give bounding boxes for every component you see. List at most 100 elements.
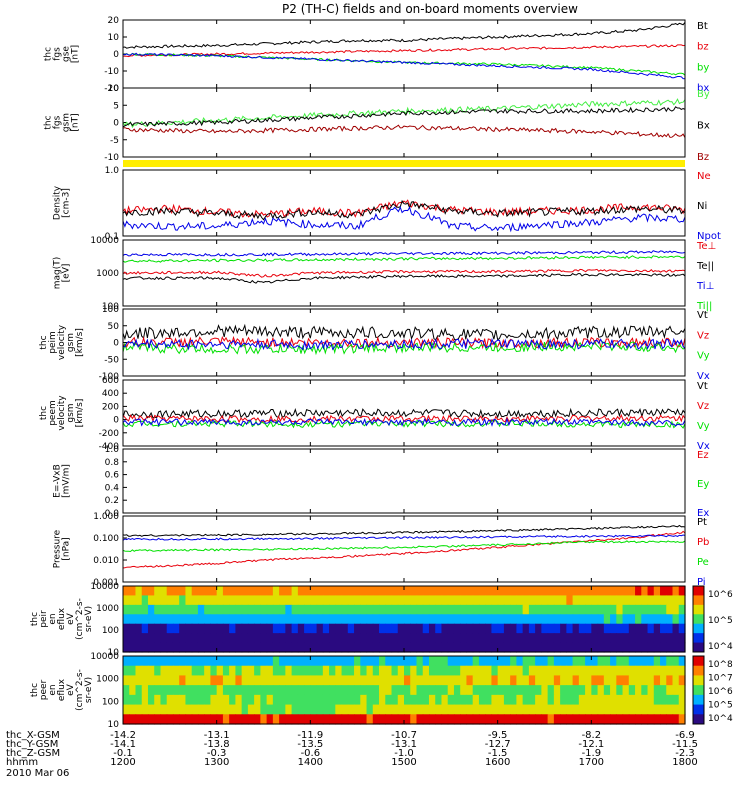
spectrogram-cell xyxy=(566,633,574,644)
spectrogram-cell xyxy=(622,704,630,715)
spectrogram-cell xyxy=(560,614,567,625)
spectrogram-cell xyxy=(428,623,436,634)
spectrogram-cell xyxy=(478,675,486,686)
spectrogram-cell xyxy=(229,623,236,634)
spectrogram-cell xyxy=(541,675,549,686)
spectrogram-cell xyxy=(497,623,505,634)
spectrogram-cell xyxy=(291,675,299,686)
spectrogram-cell xyxy=(466,633,474,644)
legend-Pt: Pt xyxy=(697,517,707,528)
spectrogram-cell xyxy=(235,595,243,606)
spectrogram-cell xyxy=(216,633,224,644)
spectrogram-cell xyxy=(591,604,599,615)
spectrogram-cell xyxy=(560,656,567,667)
spectrogram-cell xyxy=(572,694,580,706)
ylabel-line: thc xyxy=(30,612,40,626)
spectrogram-cell xyxy=(422,595,430,606)
spectrogram-cell xyxy=(391,614,399,625)
spectrogram-cell xyxy=(404,685,411,696)
spectrogram-cell xyxy=(535,675,542,686)
spectrogram-cell xyxy=(329,714,336,725)
spectrogram-cell xyxy=(460,675,468,686)
spectrogram-cell xyxy=(466,675,474,686)
spectrogram-cell xyxy=(254,656,261,667)
spectrogram-cell xyxy=(666,675,674,686)
legend-bz: bz xyxy=(697,42,709,53)
spectrogram-cell xyxy=(235,694,243,706)
spectrogram-cell xyxy=(560,604,567,615)
panel-pressure: Pressure [nPa] 1.000 0.100 0.010 0.001 Pt Pb Pe P… xyxy=(53,512,710,588)
spectrogram-cell xyxy=(428,614,436,625)
spectrogram-cell xyxy=(510,685,517,696)
spectrogram-cell xyxy=(310,704,318,715)
spectrogram-cell xyxy=(310,685,318,696)
spectrogram-cell xyxy=(335,714,343,725)
spectrogram-cell xyxy=(678,685,686,696)
spectrogram-cell xyxy=(422,642,430,653)
spectrogram-cell xyxy=(154,665,162,677)
spectrogram-cell xyxy=(135,694,143,706)
legend-by: by xyxy=(697,62,709,73)
spectrogram-cell xyxy=(147,656,155,667)
spectrogram-cell xyxy=(566,694,574,706)
spectrogram-cell xyxy=(335,675,343,686)
spectrogram-cell xyxy=(172,665,180,677)
spectrogram-cell xyxy=(329,604,336,615)
spectrogram-cell xyxy=(616,586,624,597)
spectrogram-cell xyxy=(472,704,480,715)
yellow-band xyxy=(123,160,685,167)
spectrogram-cell xyxy=(366,685,374,696)
spectrogram-cell xyxy=(160,704,168,715)
spectrogram-cell xyxy=(204,685,212,696)
spectrogram-cell xyxy=(216,694,224,706)
ylabel-line: thc xyxy=(30,683,40,697)
spectrogram-cell xyxy=(266,642,274,653)
spectrogram-cell xyxy=(172,656,180,667)
spectrogram-cell xyxy=(185,633,193,644)
spectrogram-cell xyxy=(372,642,380,653)
spectrogram-cell xyxy=(447,604,455,615)
spectrogram-cell xyxy=(522,623,530,634)
spectrogram-cell xyxy=(516,586,524,597)
spectrogram-cell xyxy=(222,656,230,667)
spectrogram-cell xyxy=(160,656,168,667)
colorbar-segment xyxy=(693,656,704,667)
spectrogram-cell xyxy=(410,665,418,677)
spectrogram-cell xyxy=(616,656,624,667)
spectrogram-cell xyxy=(391,665,399,677)
spectrogram-cell xyxy=(272,656,280,667)
spectrogram-cell xyxy=(491,623,499,634)
spectrogram-cell xyxy=(279,675,286,686)
spectrogram-cell xyxy=(628,604,636,615)
ylabel-line: [cm-3] xyxy=(62,188,72,218)
spectrogram-cell xyxy=(160,595,168,606)
spectrogram-cell xyxy=(185,595,193,606)
spectrogram-cell xyxy=(135,614,143,625)
spectrogram-cell xyxy=(166,656,174,667)
spectrogram-cell xyxy=(591,704,599,715)
spectrogram-cell xyxy=(560,595,567,606)
spectrogram-cell xyxy=(141,633,149,644)
spectrogram-cell xyxy=(678,694,686,706)
spectrogram-cell xyxy=(610,623,617,634)
spectrogram-cell xyxy=(135,675,143,686)
spectrogram-cell xyxy=(491,586,499,597)
spectrogram-cell xyxy=(379,604,386,615)
spectrogram-cell xyxy=(147,685,155,696)
spectrogram-cell xyxy=(516,614,524,625)
spectrogram-cell xyxy=(260,665,268,677)
spectrogram-cell xyxy=(379,614,386,625)
spectrogram-cell xyxy=(616,665,624,677)
spectrogram-cell xyxy=(285,604,293,615)
spectrogram-cell xyxy=(597,665,605,677)
spectrogram-cell xyxy=(191,623,199,634)
spectrogram-cell xyxy=(660,633,667,644)
spectrogram-cell xyxy=(610,656,617,667)
spectrogram-cell xyxy=(304,614,311,625)
date-label: 2010 Mar 06 xyxy=(6,768,69,779)
spectrogram-cell xyxy=(491,675,499,686)
spectrogram-cell xyxy=(428,694,436,706)
time-axis-value: -1.0 xyxy=(394,748,414,759)
spectrogram-cell xyxy=(628,675,636,686)
